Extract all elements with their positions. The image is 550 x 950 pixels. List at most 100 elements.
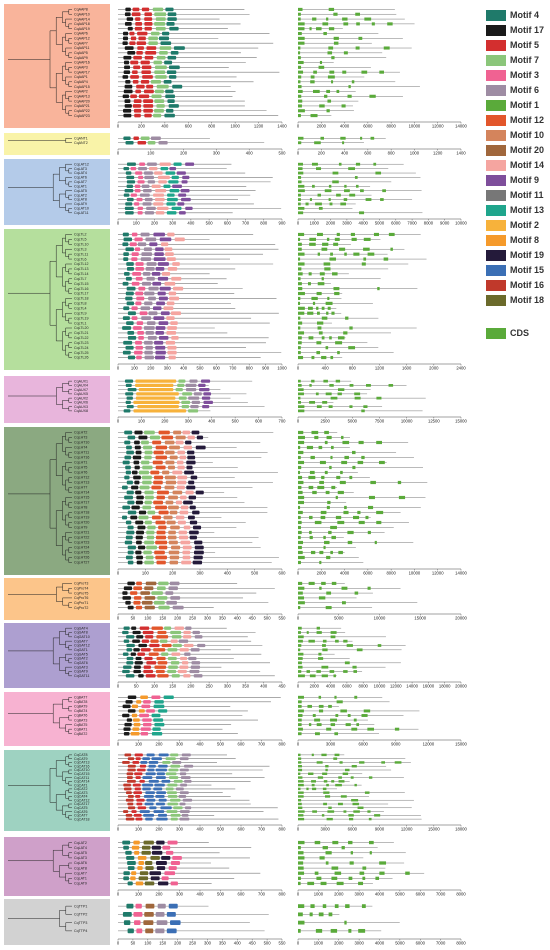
motif-box [140, 591, 150, 595]
cds-exon [347, 714, 351, 717]
legend-swatch [486, 99, 506, 111]
cds-exon [329, 257, 336, 261]
motif-box [132, 727, 140, 731]
cds-exon [356, 22, 360, 26]
gene-label: CqLTL1 [74, 321, 87, 325]
gene-label: CqCAT9 [74, 757, 88, 761]
motif-box [178, 639, 189, 643]
legend-item: Motif 14 [486, 158, 544, 172]
motif-tick-label: 50 [131, 616, 136, 621]
motif-box [123, 306, 130, 311]
motif-box [154, 108, 164, 113]
motif-tick-label: 250 [206, 684, 214, 689]
motif-box [156, 84, 169, 89]
gene-tick-label: 1000 [314, 941, 324, 946]
cds-exon [317, 282, 325, 286]
gene-tick-label: 9000 [375, 827, 385, 832]
motif-box [192, 630, 200, 635]
motif-box [143, 840, 154, 845]
cds-exon [319, 856, 325, 860]
motif-box [175, 435, 186, 440]
gene-label: CqLTL10 [74, 243, 89, 247]
cds-exon [330, 723, 336, 727]
motif-tick-label: 200 [161, 419, 169, 424]
motif-box [138, 470, 149, 475]
gene-label: CqProT6 [74, 596, 88, 600]
cds-exon [335, 639, 339, 643]
cds-exon [322, 904, 327, 909]
cds-exon [309, 535, 313, 540]
motif-box [170, 630, 182, 635]
motif-box [162, 470, 170, 475]
gene-label: CqANT2 [74, 141, 88, 145]
motif-box [141, 281, 151, 286]
cds-exon [326, 555, 331, 560]
motif-box [168, 65, 180, 70]
legend-label: Motif 3 [510, 70, 539, 80]
motif-box [126, 643, 135, 648]
motif-box [155, 776, 166, 779]
gene-tick-label: 0 [297, 892, 300, 897]
motif-box [179, 757, 189, 761]
cds-exon [397, 480, 402, 485]
motif-box [142, 776, 153, 779]
gene-label: CqLAT9 [74, 882, 87, 886]
motif-box [145, 791, 155, 795]
motif-tick-label: 600 [238, 827, 246, 832]
gene-label: CqLHT19 [74, 516, 89, 520]
cds-exon [298, 475, 303, 480]
motif-box [129, 31, 135, 36]
motif-box [127, 435, 136, 440]
gene-label: CqAAP21 [74, 104, 90, 108]
motif-box [126, 262, 134, 266]
cds-exon [298, 99, 303, 103]
motif-box [123, 727, 131, 731]
motif-box [168, 355, 176, 360]
motif-box [135, 881, 144, 886]
motif-box [122, 515, 128, 520]
motif-box [165, 787, 174, 791]
gene-label: CqLTL26 [74, 356, 89, 360]
motif-box [151, 94, 162, 99]
motif-tick-label: 450 [249, 616, 257, 621]
motif-box [194, 545, 204, 550]
motif-box [179, 791, 189, 795]
legend-item: Motif 5 [486, 38, 539, 52]
motif-box [144, 197, 153, 202]
motif-box [134, 480, 140, 485]
motif-box [146, 798, 156, 802]
gene-tick-label: 4000 [326, 684, 336, 689]
cds-exon [356, 648, 363, 652]
gene-tick-label: 0 [297, 366, 300, 371]
legend-label: Motif 4 [510, 10, 539, 20]
motif-box [202, 405, 210, 409]
motif-box [148, 311, 158, 316]
cds-exon [298, 881, 301, 886]
cds-exon [343, 670, 348, 673]
motif-box [125, 79, 131, 84]
motif-box [190, 475, 198, 480]
cds-exon [298, 806, 303, 809]
cds-exon [323, 802, 327, 806]
gene-tick-label: 1200 [375, 366, 385, 371]
legend-swatch [486, 204, 506, 216]
motif-box [137, 31, 148, 36]
motif-box [149, 435, 161, 440]
legend-item: Motif 16 [486, 278, 544, 292]
legend-item: Motif 1 [486, 98, 539, 112]
legend-label: Motif 20 [510, 145, 545, 155]
motif-box [156, 635, 169, 639]
motif-box [203, 392, 212, 396]
gene-label: CqLHT10 [74, 441, 89, 445]
motif-box [155, 465, 166, 470]
motif-box [138, 166, 148, 171]
cds-exon [314, 141, 321, 145]
cds-exon [307, 704, 312, 708]
cds-exon [298, 22, 305, 26]
gene-tick-label: 0 [297, 941, 300, 946]
cds-exon [332, 840, 339, 845]
cds-exon [350, 851, 353, 855]
motif-box [137, 242, 147, 247]
cds-exon [298, 635, 304, 639]
cds-exon [298, 277, 301, 281]
